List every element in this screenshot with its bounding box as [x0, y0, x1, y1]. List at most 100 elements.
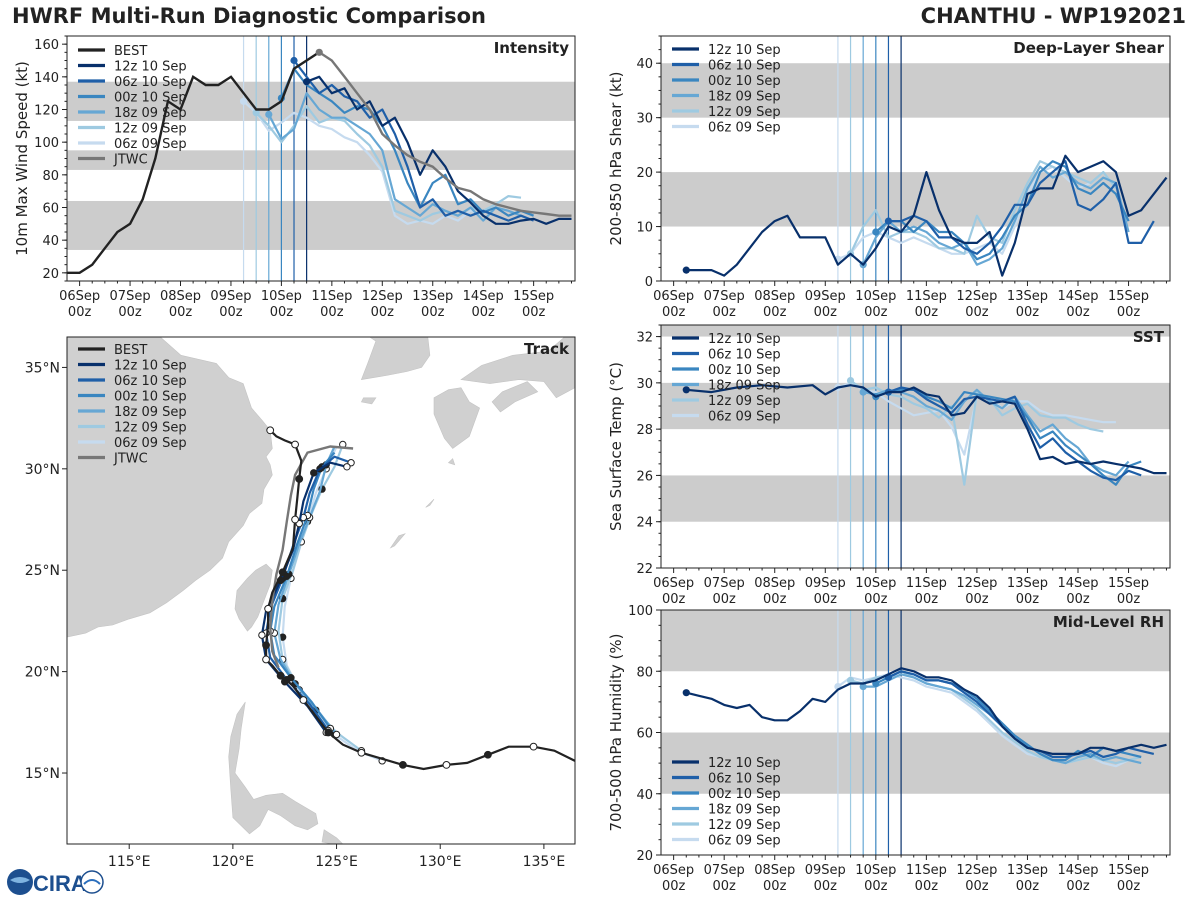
intensity-series-line [267, 92, 522, 222]
rh-xtick-label-day: 15Sep [1108, 863, 1149, 878]
rh-ytick-label: 100 [628, 604, 653, 619]
rh-ytick-label: 80 [636, 665, 653, 680]
shear-ytick-label: 20 [636, 166, 653, 181]
sst-frame [660, 324, 1171, 569]
track-forecast-point [310, 469, 318, 477]
track-best-point [291, 515, 299, 524]
cira-globe-band-icon [10, 877, 30, 883]
sst-xtick-label-hour: 00z [1016, 592, 1040, 607]
sst-ytick-label: 30 [636, 377, 653, 392]
track-landmass [360, 337, 431, 380]
rh-xtick-label-hour: 00z [814, 879, 838, 894]
shear-xtick-label-hour: 00z [712, 305, 736, 320]
intensity-legend-label: JTWC [113, 153, 148, 168]
track-xtick-label: 130°E [419, 854, 462, 870]
intensity-jtwc-line [318, 51, 572, 217]
cira-logo-text: CIRA [33, 871, 87, 896]
sst-series-start-point [846, 376, 855, 385]
shear-series-line [875, 160, 1130, 261]
sst-xtick-label-hour: 00z [864, 592, 888, 607]
intensity-legend-label: 12z 10 Sep [114, 60, 187, 75]
intensity-ytick-label: 100 [34, 136, 59, 151]
sst-xtick-label-hour: 00z [1117, 592, 1141, 607]
intensity-series-line [293, 59, 534, 222]
intensity-legend-label: 18z 09 Sep [114, 106, 187, 121]
intensity-series-line [306, 75, 572, 225]
shear-xtick-label-hour: 00z [662, 305, 686, 320]
track-xtick-label: 125°E [315, 854, 358, 870]
track-xtick-label: 115°E [108, 854, 151, 870]
shear-xtick-label-hour: 00z [1117, 305, 1141, 320]
intensity-ytick-label: 120 [34, 104, 59, 119]
track-best-point [262, 655, 270, 664]
intensity-xtick-label-day: 09Sep [210, 289, 251, 304]
rh-band [661, 732, 1170, 794]
intensity-ytick-label: 60 [42, 202, 59, 217]
shear-xtick-label-hour: 00z [915, 305, 939, 320]
sst-xtick-label-hour: 00z [814, 592, 838, 607]
sst-series-start-point [859, 388, 867, 396]
rh-xtick-label-day: 06Sep [653, 863, 694, 878]
shear-xtick-label-day: 12Sep [956, 289, 997, 304]
sst-band [661, 325, 1170, 337]
track-plot-area [67, 337, 575, 844]
rh-ytick-label: 40 [636, 788, 653, 803]
intensity-series-start-point [239, 97, 248, 105]
rh-series-start-point [846, 676, 855, 685]
shear-xtick-label-day: 14Sep [1057, 289, 1098, 304]
sst-legend-label: 06z 10 Sep [708, 348, 781, 363]
rh-ytick-label: 60 [636, 727, 653, 742]
sst-xtick-label-day: 14Sep [1057, 576, 1098, 591]
intensity-legend-label: 06z 09 Sep [114, 137, 187, 152]
intensity-xtick-label-hour: 00z [471, 305, 495, 320]
intensity-band [67, 81, 575, 121]
rh-xtick-label-day: 11Sep [906, 863, 947, 878]
sst-ytick-label: 32 [636, 331, 653, 346]
intensity-ytick-label: 160 [34, 38, 59, 53]
rh-xtick-label-hour: 00z [763, 879, 787, 894]
rh-xtick-label-hour: 00z [965, 879, 989, 894]
track-best-point [529, 742, 538, 751]
sst-series-line [863, 388, 1130, 477]
shear-xtick-label-hour: 00z [763, 305, 787, 320]
track-best-point [291, 440, 299, 449]
rh-xtick-label-hour: 00z [1066, 879, 1090, 894]
sst-legend-label: 06z 09 Sep [708, 410, 781, 425]
sst-xtick-label-hour: 00z [965, 592, 989, 607]
sst-legend-label: 18z 09 Sep [708, 379, 781, 394]
intensity-title: Intensity [494, 39, 570, 57]
track-landmass [360, 397, 377, 405]
sst-xtick-label-day: 10Sep [855, 576, 896, 591]
sst-xtick-label-hour: 00z [763, 592, 787, 607]
track-xtick-label: 120°E [212, 854, 255, 870]
sst-legend-label: 00z 10 Sep [708, 363, 781, 378]
shear-series-start-point [682, 266, 690, 274]
track-best-point [299, 696, 308, 704]
track-legend-label: 06z 10 Sep [114, 374, 187, 389]
track-best-point [278, 568, 287, 577]
shear-ytick-label: 0 [645, 275, 653, 290]
intensity-xtick-label-day: 15Sep [513, 289, 554, 304]
sst-ytick-label: 24 [636, 516, 653, 531]
intensity-xtick-label-hour: 00z [219, 305, 243, 320]
track-forecast-point [258, 631, 266, 639]
track-landmass [234, 563, 273, 632]
intensity-series-start-point [290, 56, 298, 65]
rh-series-line [686, 667, 1167, 755]
track-jtwc-line [268, 445, 354, 669]
sst-series-line [888, 386, 1142, 482]
track-title: Track [524, 340, 570, 358]
intensity-legend-label: 00z 10 Sep [114, 91, 187, 106]
sst-series-line [849, 379, 1104, 486]
track-best-point [276, 671, 285, 680]
track-legend-label: 06z 09 Sep [114, 436, 187, 451]
track-legend-label: 18z 09 Sep [114, 405, 187, 420]
sst-legend-label: 12z 09 Sep [708, 394, 781, 409]
intensity-series-line [280, 67, 534, 217]
sst-series-line [686, 384, 1167, 475]
track-landmass [228, 701, 319, 835]
rh-xtick-label-day: 14Sep [1057, 863, 1098, 878]
rh-legend-label: 18z 09 Sep [708, 803, 781, 818]
intensity-xtick-label-day: 08Sep [160, 289, 201, 304]
shear-ytick-label: 40 [636, 57, 653, 72]
